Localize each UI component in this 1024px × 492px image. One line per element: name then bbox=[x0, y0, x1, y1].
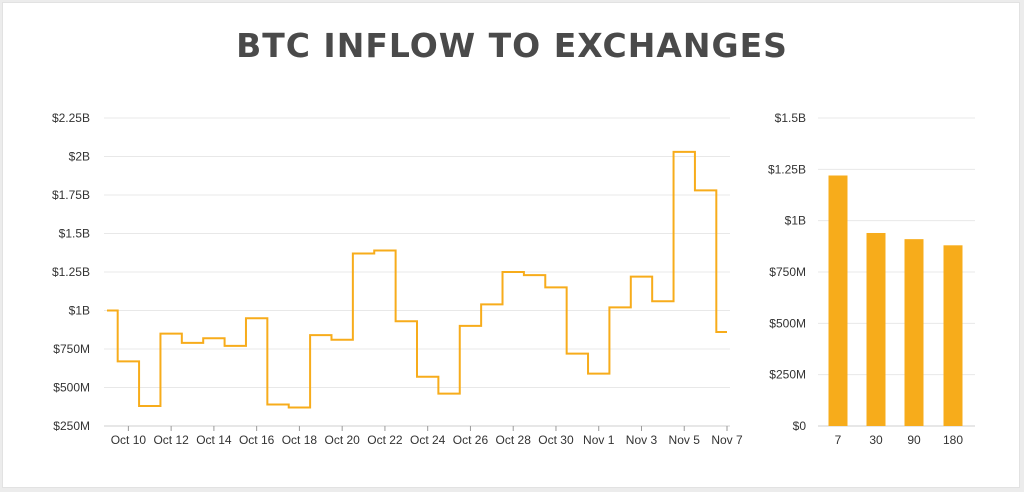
left-x-tick-label: Nov 7 bbox=[711, 433, 743, 447]
left-x-tick-label: Oct 28 bbox=[496, 433, 532, 447]
left-y-tick-label: $1.75B bbox=[52, 188, 90, 202]
left-x-tick-label: Oct 12 bbox=[153, 433, 189, 447]
left-x-tick-label: Oct 20 bbox=[324, 433, 360, 447]
bar-30-day bbox=[866, 232, 886, 426]
left-y-tick-label: $250M bbox=[53, 419, 90, 433]
right-y-tick-label: $500M bbox=[769, 316, 806, 330]
right-y-tick-label: $1B bbox=[785, 214, 806, 228]
left-x-tick-label: Oct 22 bbox=[367, 433, 403, 447]
left-x-tick-label: Oct 26 bbox=[453, 433, 489, 447]
left-y-tick-label: $1B bbox=[69, 304, 90, 318]
left-y-tick-label: $2.25B bbox=[52, 111, 90, 125]
left-y-tick-label: $1.5B bbox=[59, 227, 90, 241]
right-y-tick-label: $750M bbox=[769, 265, 806, 279]
left-y-tick-label: $500M bbox=[53, 381, 90, 395]
right-y-tick-label: $250M bbox=[769, 368, 806, 382]
right-y-tick-label: $1.5B bbox=[775, 111, 806, 125]
inflow-step-line bbox=[107, 150, 727, 409]
chart-title: BTC INFLOW TO EXCHANGES bbox=[236, 26, 788, 65]
left-x-tick-label: Oct 18 bbox=[282, 433, 318, 447]
right-y-tick-label: $0 bbox=[793, 419, 807, 433]
right-y-tick-label: $1.25B bbox=[768, 162, 806, 176]
left-x-tick-label: Oct 10 bbox=[111, 433, 147, 447]
left-y-tick-label: $750M bbox=[53, 342, 90, 356]
right-x-tick-label: 7 bbox=[835, 433, 842, 447]
right-x-tick-label: 180 bbox=[943, 433, 963, 447]
left-x-tick-label: Oct 16 bbox=[239, 433, 275, 447]
right-x-tick-label: 30 bbox=[869, 433, 883, 447]
bar-180-day bbox=[943, 245, 963, 426]
left-x-tick-label: Oct 24 bbox=[410, 433, 446, 447]
left-x-tick-label: Oct 14 bbox=[196, 433, 232, 447]
bar-7-day bbox=[828, 175, 848, 426]
left-x-tick-label: Nov 5 bbox=[669, 433, 701, 447]
left-y-tick-label: $1.25B bbox=[52, 265, 90, 279]
left-x-tick-label: Nov 1 bbox=[583, 433, 615, 447]
right-x-tick-label: 90 bbox=[907, 433, 921, 447]
left-x-tick-label: Nov 3 bbox=[626, 433, 658, 447]
left-x-tick-label: Oct 30 bbox=[538, 433, 574, 447]
bar-90-day bbox=[904, 239, 924, 426]
left-y-tick-label: $2B bbox=[69, 150, 90, 164]
